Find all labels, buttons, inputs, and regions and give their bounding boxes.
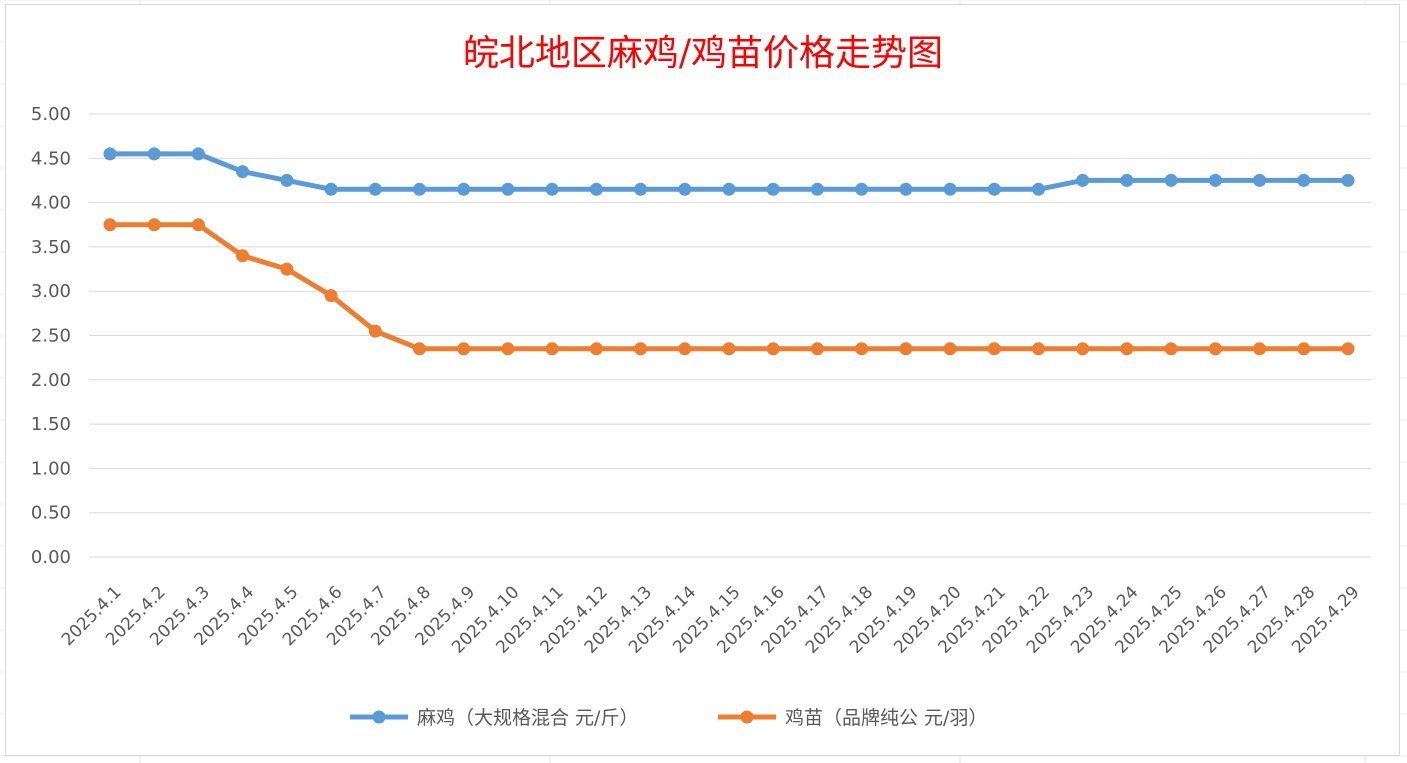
series-2-point[interactable] xyxy=(855,342,869,356)
series-2-point[interactable] xyxy=(678,342,692,356)
series-2-point[interactable] xyxy=(1120,342,1134,356)
series-2-point[interactable] xyxy=(722,342,736,356)
legend: 麻鸡（大规格混合 元/斤） 鸡苗（品牌纯公 元/羽） xyxy=(350,707,987,729)
chart-area[interactable]: 皖北地区麻鸡/鸡苗价格走势图 0.00 0.50 1.00 1.50 2.00 2.50 3… xyxy=(5,4,1400,756)
series-2-point[interactable] xyxy=(1032,342,1045,356)
x-axis-ticks: 2025.4.12025.4.22025.4.32025.4.42025.4.5… xyxy=(58,582,1364,657)
series-2-point[interactable] xyxy=(545,342,559,356)
series-line-2 xyxy=(110,222,1348,352)
series-1-point[interactable] xyxy=(457,182,471,196)
series-2-point[interactable] xyxy=(191,218,205,232)
series-1-point[interactable] xyxy=(324,182,338,196)
legend-label-1: 麻鸡（大规格混合 元/斤） xyxy=(417,707,638,729)
y-tick-label: 2.00 xyxy=(31,370,71,391)
y-tick-label: 0.50 xyxy=(31,503,71,524)
series-1-point[interactable] xyxy=(545,182,559,196)
series-layer xyxy=(103,147,1355,356)
series-1-point[interactable] xyxy=(987,182,1001,196)
series-1-point[interactable] xyxy=(1032,182,1045,196)
series-1-point[interactable] xyxy=(501,182,515,196)
y-axis-ticks: 0.00 0.50 1.00 1.50 2.00 2.50 3.00 3.50 4.00 4.50… xyxy=(31,104,71,568)
y-tick-label: 4.50 xyxy=(31,148,71,169)
series-2-point[interactable] xyxy=(324,289,338,303)
series-1-point[interactable] xyxy=(722,182,736,196)
series-1-point[interactable] xyxy=(236,165,250,179)
y-tick-label: 4.00 xyxy=(31,193,71,214)
series-2-point[interactable] xyxy=(1076,342,1090,356)
series-2-point[interactable] xyxy=(368,324,382,338)
series-1-point[interactable] xyxy=(1120,173,1134,187)
series-1-point[interactable] xyxy=(1253,173,1267,187)
series-2-point[interactable] xyxy=(413,342,426,356)
series-1-point[interactable] xyxy=(810,182,824,196)
series-1-point[interactable] xyxy=(147,147,161,161)
series-2-point[interactable] xyxy=(766,342,780,356)
series-2-point[interactable] xyxy=(987,342,1001,356)
series-1-point[interactable] xyxy=(1208,173,1222,187)
series-1-point[interactable] xyxy=(103,147,117,161)
series-1-point[interactable] xyxy=(368,182,382,196)
series-2-point[interactable] xyxy=(943,342,957,356)
series-1-point[interactable] xyxy=(280,173,294,187)
series-1-point[interactable] xyxy=(1297,173,1311,187)
series-2-point[interactable] xyxy=(1297,342,1311,356)
series-2-point[interactable] xyxy=(1164,342,1178,356)
series-1-point[interactable] xyxy=(634,182,648,196)
series-2-point[interactable] xyxy=(457,342,471,356)
series-1-point[interactable] xyxy=(678,182,692,196)
series-2-point[interactable] xyxy=(634,342,648,356)
y-tick-label: 1.00 xyxy=(31,458,71,479)
series-1-point[interactable] xyxy=(589,182,603,196)
series-1-point[interactable] xyxy=(899,182,913,196)
gridlines xyxy=(89,113,1371,558)
series-2-point[interactable] xyxy=(899,342,913,356)
series-2-point[interactable] xyxy=(810,342,824,356)
series-1-point[interactable] xyxy=(413,182,426,196)
series-2-point[interactable] xyxy=(1253,342,1267,356)
y-tick-label: 3.50 xyxy=(31,237,71,258)
chart-title: 皖北地区麻鸡/鸡苗价格走势图 xyxy=(463,33,943,74)
series-1-point[interactable] xyxy=(855,182,869,196)
series-2-point[interactable] xyxy=(589,342,603,356)
y-tick-label: 2.50 xyxy=(31,326,71,347)
legend-marker-1 xyxy=(372,710,386,724)
y-tick-label: 0.00 xyxy=(31,547,71,568)
series-2-point[interactable] xyxy=(236,249,250,263)
y-tick-label: 5.00 xyxy=(31,104,71,125)
series-1-point[interactable] xyxy=(1076,173,1090,187)
series-2-point[interactable] xyxy=(103,218,117,232)
series-1-point[interactable] xyxy=(766,182,780,196)
series-2-point[interactable] xyxy=(147,218,161,232)
series-2-point[interactable] xyxy=(1208,342,1222,356)
series-1-point[interactable] xyxy=(1164,173,1178,187)
legend-marker-2 xyxy=(740,710,754,724)
series-1-point[interactable] xyxy=(1341,173,1355,187)
series-2-point[interactable] xyxy=(280,262,294,276)
series-1-point[interactable] xyxy=(191,147,205,161)
y-tick-label: 3.00 xyxy=(31,281,71,302)
series-1-point[interactable] xyxy=(943,182,957,196)
line-chart: 皖北地区麻鸡/鸡苗价格走势图 0.00 0.50 1.00 1.50 2.00 2.50 3… xyxy=(31,33,1371,729)
series-2-point[interactable] xyxy=(501,342,515,356)
y-tick-label: 1.50 xyxy=(31,414,71,435)
series-2-point[interactable] xyxy=(1341,342,1355,356)
legend-label-2: 鸡苗（品牌纯公 元/羽） xyxy=(785,707,987,729)
